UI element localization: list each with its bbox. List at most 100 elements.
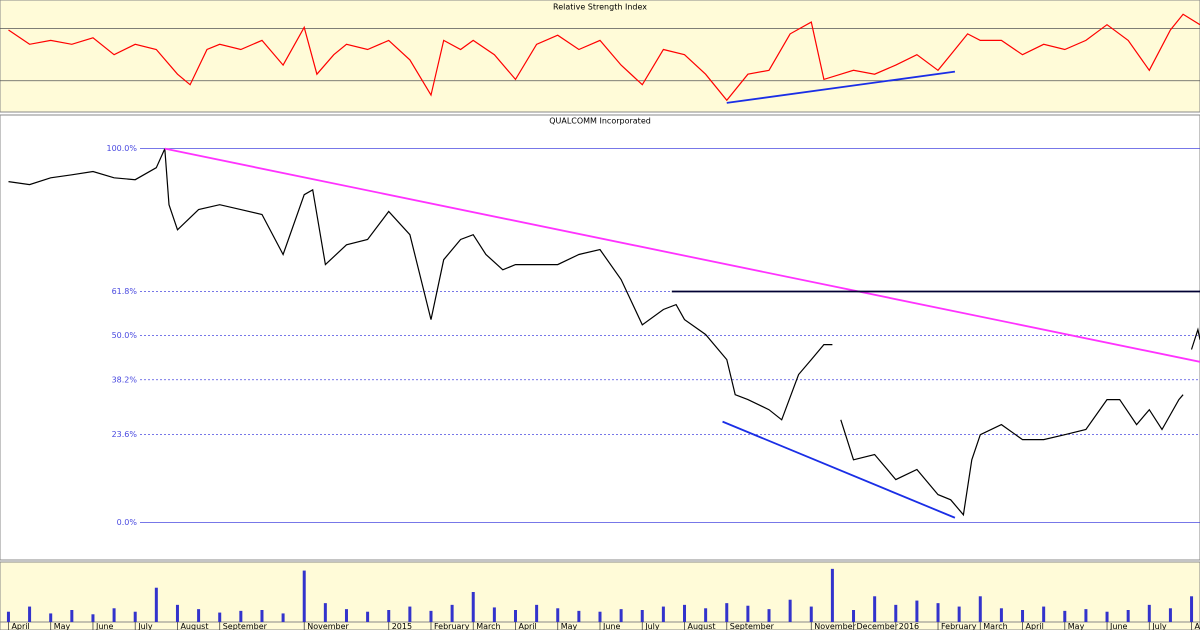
volume-bar [154,587,158,622]
series-line [840,394,1184,517]
x-tick-label: April [11,622,29,630]
volume-bar [366,611,370,622]
volume-bar [260,610,264,622]
volume-bar [218,612,222,622]
x-tick-label: March [476,622,500,630]
volume-bar [957,606,961,622]
x-tick-label: 2016 [899,622,919,630]
volume-bar [1147,604,1151,622]
volume-bar [598,611,602,622]
y-tick-label: 0.0% [117,518,138,527]
x-tick-label: August [688,622,716,630]
volume-bar [852,610,856,622]
x-tick-label: November [307,622,349,630]
x-tick-label: May [54,622,71,630]
trendline [726,70,956,104]
volume-bar [704,608,708,622]
volume-bar [1105,611,1109,622]
y-tick-label: 100.0% [106,144,137,153]
volume-bar [767,609,771,622]
y-tick-label: 50.0% [112,331,138,340]
volume-bar [640,610,644,622]
x-tick-label: September [730,622,775,630]
volume-bar [809,606,813,622]
volume-bar [513,610,517,622]
volume-bar [725,603,729,622]
volume-bar [28,606,32,622]
volume-bar [1168,608,1172,622]
volume-bar [387,610,391,622]
volume-bar [556,608,560,622]
volume-bar [49,613,53,622]
trendline [164,147,1200,363]
y-tick-label: 38.2% [112,375,138,384]
x-tick-label: April [518,622,536,630]
volume-bar [894,604,898,622]
volume-bar [1126,610,1130,622]
volume-bar [1063,610,1067,622]
series-line [8,13,1200,102]
volume-bar [408,606,412,622]
volume-bar [999,608,1003,622]
volume-bar [915,600,919,622]
volume-bar [873,596,877,622]
x-tick-label: 2015 [392,622,412,630]
volume-bar [492,607,496,622]
x-tick-label: February [941,622,977,630]
rsi-title: Relative Strength Index [553,3,647,12]
volume-bar [1021,610,1025,622]
volume-bar [1042,606,1046,622]
volume-bar [978,596,982,622]
x-tick-label: April [1026,622,1044,630]
x-tick-label: Au [1195,622,1200,630]
volume-bar [70,610,74,622]
x-tick-label: May [1068,622,1085,630]
volume-bar [112,608,116,622]
trendline [722,420,956,519]
volume-bar [1084,609,1088,622]
series-line [1190,327,1200,350]
price-title: QUALCOMM Incorporated [549,117,651,126]
volume-bar [471,592,475,622]
x-tick-label: March [983,622,1007,630]
x-tick-label: September [223,622,268,630]
volume-bar [197,609,201,622]
volume-bar [91,614,95,622]
volume-bar [281,613,285,622]
x-tick-label: June [602,622,621,630]
volume-bar [830,568,834,622]
volume-bar [323,603,327,622]
x-tick-label: November [814,622,856,630]
x-tick-label: June [95,622,114,630]
volume-bar [535,604,539,622]
volume-bar [788,599,792,622]
x-tick-label: August [180,622,208,630]
volume-bar [450,604,454,622]
volume-bar [302,570,306,622]
y-tick-label: 61.8% [112,287,138,296]
volume-bar [661,606,665,622]
volume-bar [429,610,433,622]
rsi-panel [0,0,1200,113]
x-tick-label: July [137,622,153,630]
volume-bar [746,605,750,622]
x-tick-label: July [644,622,660,630]
price-panel [0,114,1200,561]
x-tick-label: July [1151,622,1167,630]
volume-bar [936,603,940,622]
volume-bar [133,611,137,622]
volume-bar [239,610,243,622]
volume-bar [175,604,179,622]
volume-bar [577,610,581,622]
volume-bar [1190,596,1194,622]
volume-bar [683,604,687,622]
volume-bar [619,609,623,622]
x-tick-label: December [857,622,899,630]
x-tick-label: June [1109,622,1128,630]
y-tick-label: 23.6% [112,430,138,439]
volume-bar [6,611,10,622]
x-tick-label: May [561,622,578,630]
volume-bar [344,609,348,622]
x-tick-label: February [434,622,470,630]
